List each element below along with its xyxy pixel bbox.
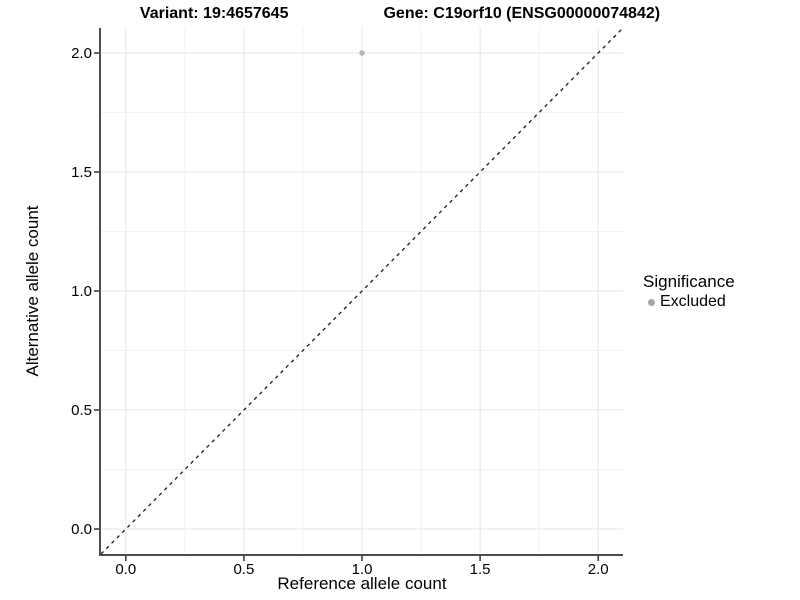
legend-entry-label: Excluded [660,293,726,310]
excluded-point-icon [648,298,655,306]
legend-title: Significance [643,272,735,291]
legend-key-box [643,294,660,311]
x-tick-label: 0.5 [233,561,254,578]
x-tick-label: 0.0 [115,561,136,578]
plot-title-variant: Variant: 19:4657645 [139,5,289,22]
y-tick-label: 0.0 [71,521,92,538]
plot-title: Variant: 19:4657645 Gene: C19orf10 (ENSG… [0,4,800,24]
data-point [359,50,365,56]
plot-title-gene: Gene: C19orf10 (ENSG00000074842) [383,5,661,22]
x-tick-label: 1.5 [470,561,491,578]
x-tick-label: 1.0 [352,561,373,578]
identity-line [100,27,624,555]
legend-entry-excluded: Excluded [643,293,735,311]
y-tick-label: 1.5 [71,164,92,181]
x-axis-title: Reference allele count [277,574,447,593]
x-tick-label: 2.0 [588,561,609,578]
y-tick-label: 2.0 [71,45,92,62]
y-tick-label: 0.5 [71,402,92,419]
y-tick-label: 1.0 [71,283,92,300]
y-axis-title: Alternative allele count [23,205,42,377]
legend: Significance Excluded [643,272,735,311]
